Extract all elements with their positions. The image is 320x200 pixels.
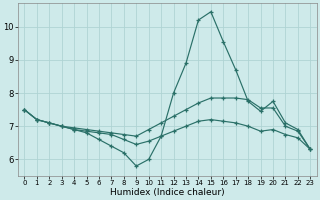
- X-axis label: Humidex (Indice chaleur): Humidex (Indice chaleur): [110, 188, 225, 197]
